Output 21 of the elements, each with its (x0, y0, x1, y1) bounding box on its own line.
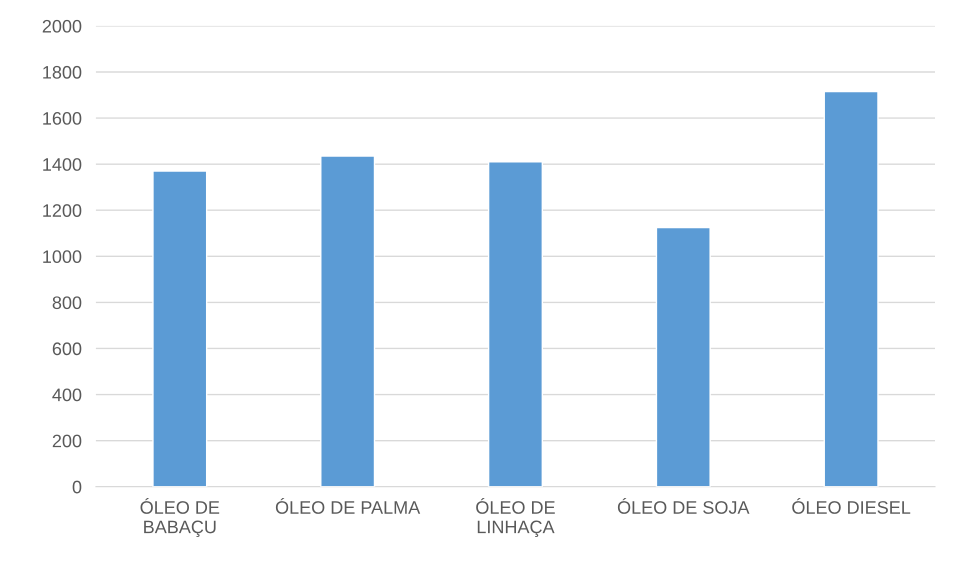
x-tick-label: ÓLEO DIESEL (792, 498, 910, 514)
x-tick-label: ÓLEO DE BABAÇU (140, 498, 220, 537)
y-tick-label: 600 (52, 342, 82, 356)
bar (824, 90, 879, 487)
x-tick-label: ÓLEO DE LINHAÇA (476, 498, 555, 537)
y-tick-label: 200 (52, 434, 82, 448)
y-tick-label: 0 (72, 480, 82, 494)
y-tick-label: 800 (52, 296, 82, 310)
x-tick-label: ÓLEO DE SOJA (618, 498, 750, 514)
y-tick-label: 1200 (43, 204, 82, 217)
x-tick-label: ÓLEO DE PALMA (276, 498, 420, 514)
y-tick-label: 400 (52, 388, 82, 402)
y-tick-label: 1600 (43, 112, 82, 125)
bar (656, 226, 711, 487)
y-tick-label: 1800 (43, 66, 82, 79)
bar (488, 161, 544, 487)
bar (320, 155, 376, 487)
y-tick-label: 2000 (42, 20, 82, 33)
y-tick-label: 1000 (43, 250, 82, 264)
y-tick-label: 1400 (43, 158, 82, 171)
bar (152, 170, 208, 487)
